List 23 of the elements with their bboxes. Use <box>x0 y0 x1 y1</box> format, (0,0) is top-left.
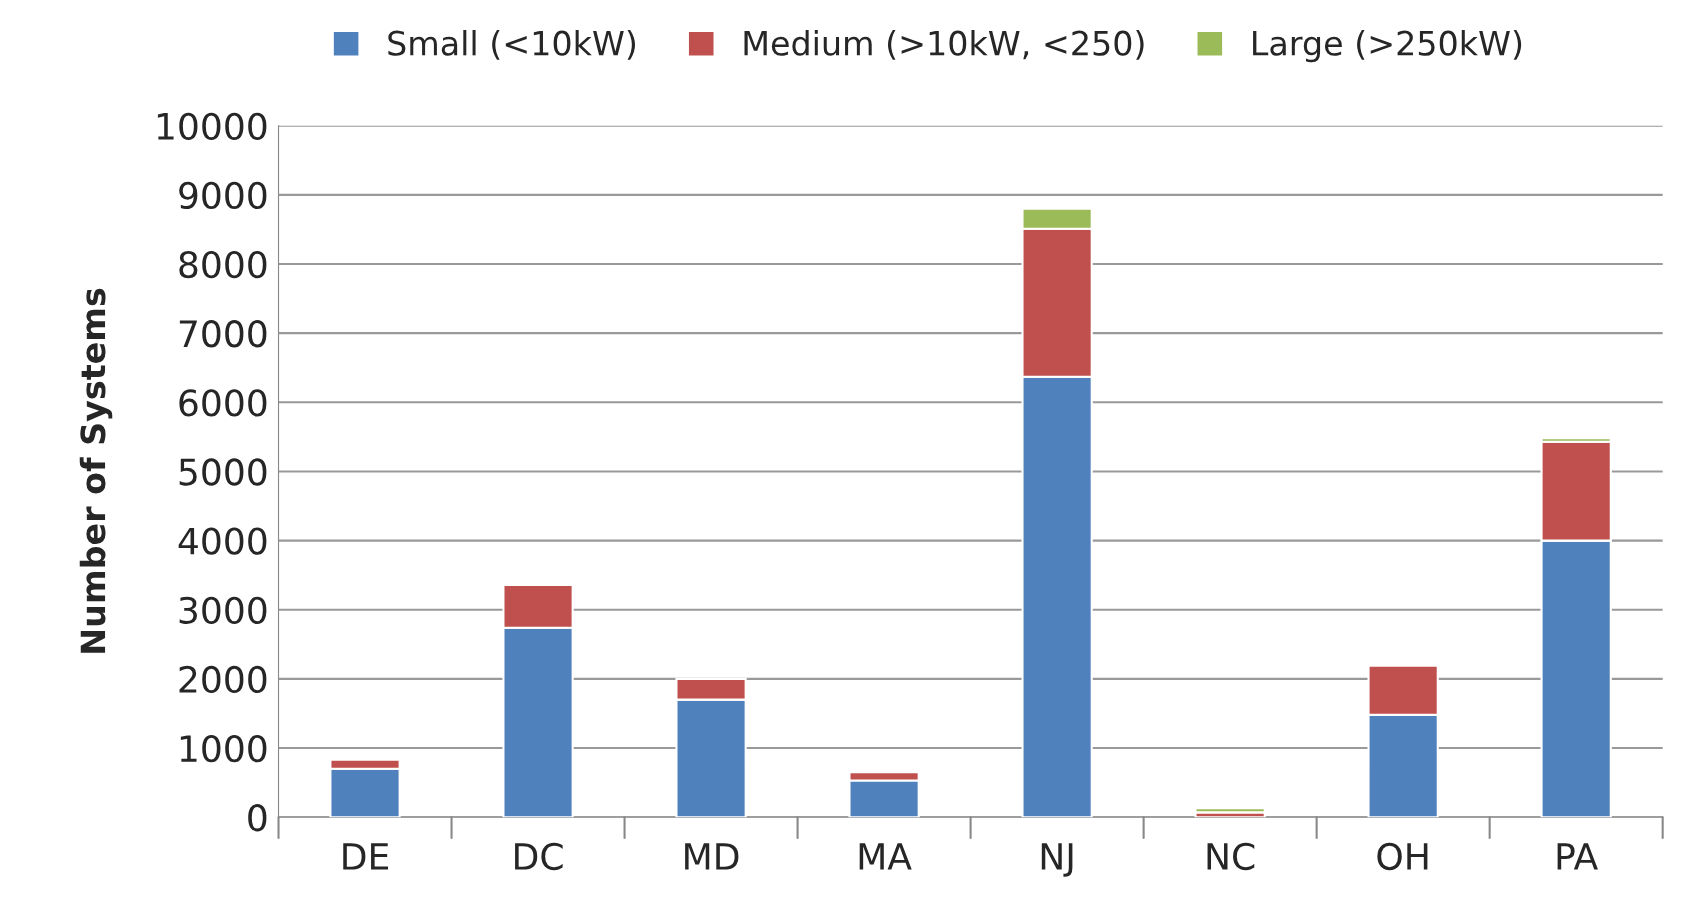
x-tick-label: MD <box>685 843 739 870</box>
y-tick-label: 3000 <box>179 596 267 624</box>
x-tick-label: NJ <box>1041 843 1073 877</box>
x-tick-label: NC <box>1207 842 1255 871</box>
x-tick-label: PA <box>1557 843 1598 870</box>
legend-label: Large (>250kW) <box>1253 30 1522 63</box>
x-tick-label: DE <box>343 843 389 870</box>
y-tick-label: 10000 <box>157 112 267 140</box>
legend-label: Small (<10kW) <box>388 30 636 60</box>
y-tick-label: 1000 <box>180 734 267 763</box>
legend-label: Medium (>10kW, <250) <box>744 30 1144 60</box>
x-tick-label: DC <box>515 842 563 871</box>
y-tick-label: 6000 <box>179 389 267 417</box>
y-tick-label: 8000 <box>179 250 267 279</box>
y-tick-label: 5000 <box>179 458 267 486</box>
y-tick-label: 7000 <box>179 320 267 348</box>
y-axis-title: Number of Systems <box>79 288 113 653</box>
y-tick-label: 2000 <box>179 665 267 694</box>
x-tick-label: OH <box>1377 842 1428 871</box>
y-tick-label: 9000 <box>179 181 267 210</box>
y-tick-label: 0 <box>248 804 267 832</box>
x-tick-label: MA <box>859 843 912 870</box>
y-tick-label: 4000 <box>178 527 267 555</box>
